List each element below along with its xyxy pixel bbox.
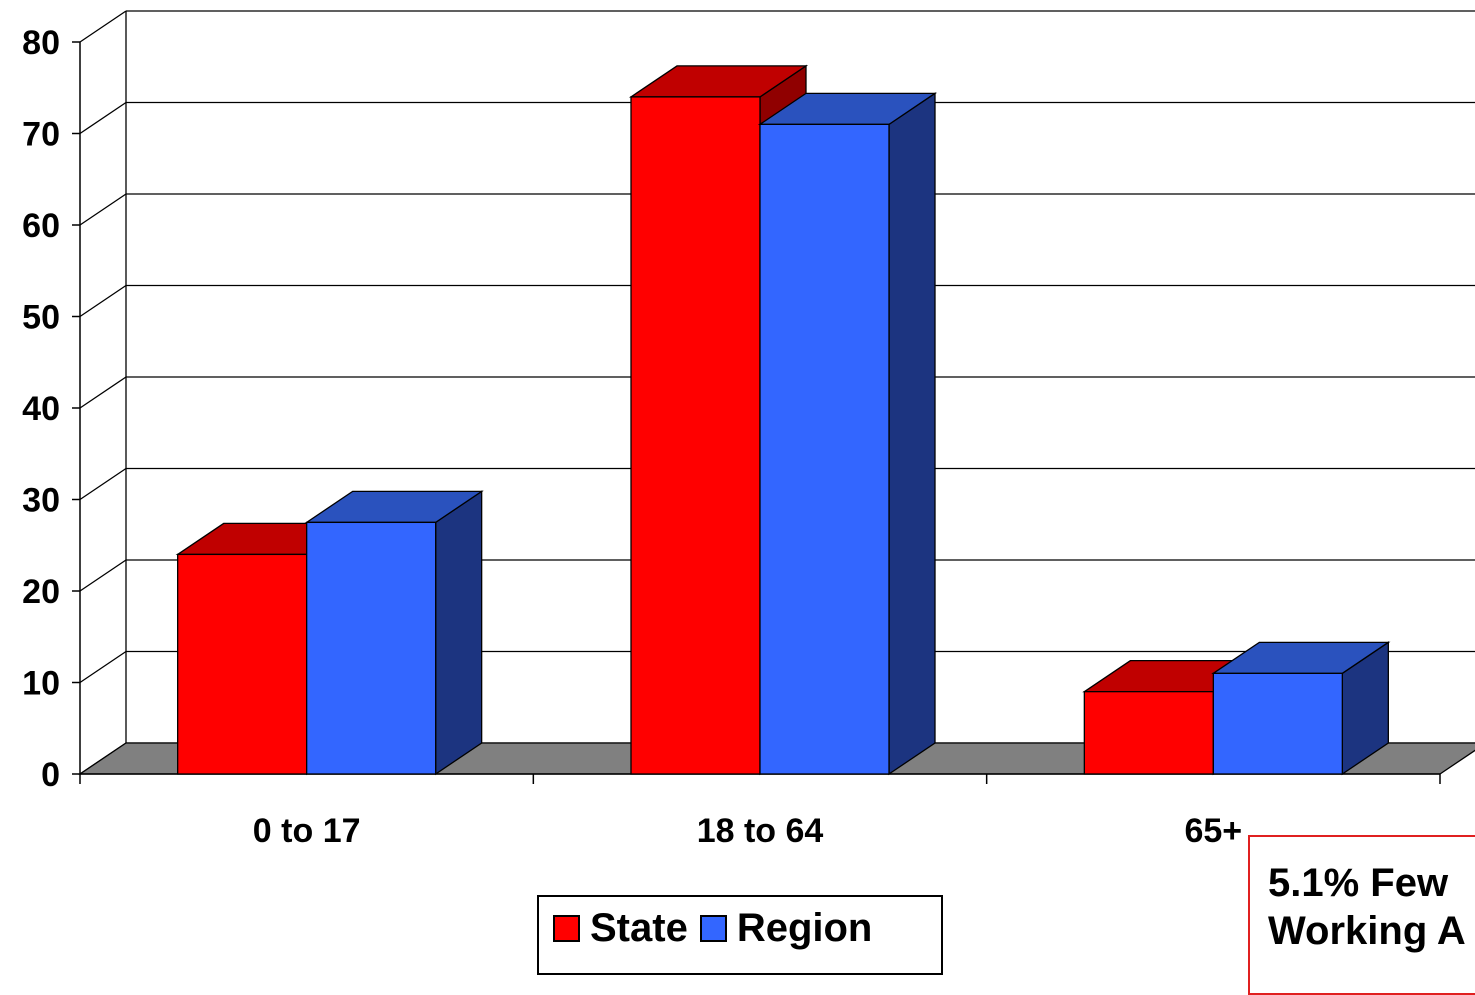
y-tick-label: 0 <box>41 756 60 794</box>
x-tick-label: 65+ <box>1184 812 1242 850</box>
bar-state <box>1083 691 1214 775</box>
y-tick-label: 30 <box>22 482 60 520</box>
chart-svg: 0 10 20 30 40 50 60 70 80 0 to 17 18 to 64 65+ <box>22 10 1475 850</box>
bar-side-region <box>435 490 483 776</box>
y-tick-label: 70 <box>22 116 60 154</box>
y-tick-label: 20 <box>22 573 60 611</box>
bar-state <box>177 553 308 775</box>
side-wall-line <box>79 376 127 409</box>
legend-swatch-state <box>553 915 580 942</box>
legend-label-state: State <box>590 906 688 950</box>
annotation-line-1: 5.1% Few <box>1268 861 1449 905</box>
x-tick-label: 18 to 64 <box>697 812 824 850</box>
bar-region <box>759 123 890 775</box>
y-tick-label: 80 <box>22 24 60 62</box>
side-wall-line <box>79 559 127 592</box>
bar-side-region <box>888 92 936 776</box>
legend: State Region <box>537 895 943 975</box>
legend-label-region: Region <box>736 906 873 950</box>
legend-item-region: Region <box>699 906 873 951</box>
y-tick-label: 60 <box>22 207 60 245</box>
annotation-box: 5.1% Few Working A <box>1248 835 1475 995</box>
annotation-line-2: Working A <box>1268 909 1466 953</box>
y-tick-label: 40 <box>22 390 60 428</box>
x-tick-label: 0 to 17 <box>253 812 361 850</box>
side-wall-line <box>79 467 127 501</box>
legend-swatch-region <box>699 915 727 942</box>
side-wall-line <box>79 193 127 226</box>
y-tick-label: 50 <box>22 299 60 337</box>
chart: 0 10 20 30 40 50 60 70 80 0 to 17 18 to 64 65+ <box>22 10 1475 850</box>
side-wall-line <box>79 650 127 684</box>
bar-region <box>1212 672 1343 775</box>
legend-item-state: State <box>553 906 688 951</box>
y-tick-label: 10 <box>22 665 60 703</box>
side-wall-line <box>79 101 127 135</box>
bar-region <box>306 521 437 775</box>
side-wall-line <box>79 10 127 43</box>
bar-state <box>630 96 761 775</box>
side-wall-line <box>79 284 127 318</box>
